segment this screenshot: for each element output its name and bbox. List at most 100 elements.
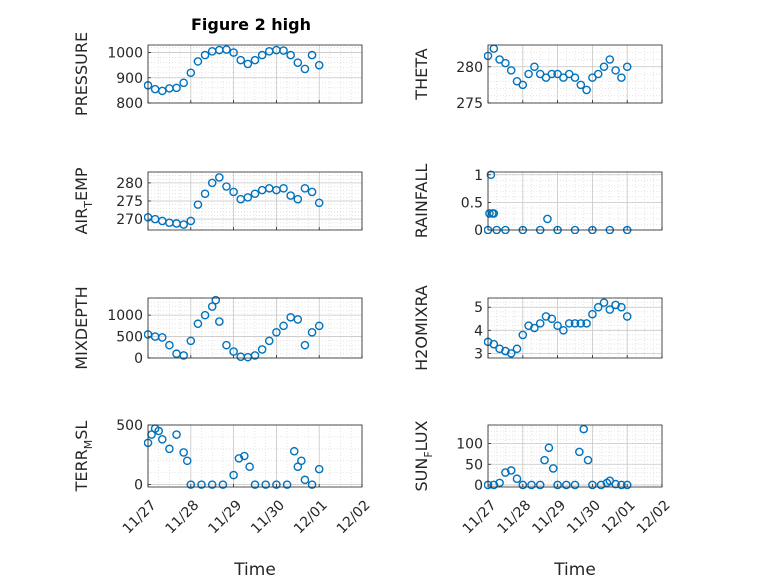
y-tick-label: 0 xyxy=(134,351,143,367)
data-point xyxy=(186,216,196,226)
data-point xyxy=(518,480,528,490)
data-point xyxy=(286,50,295,60)
data-point xyxy=(506,466,516,475)
data-point xyxy=(300,64,310,74)
data-point xyxy=(501,468,510,477)
axes-frame xyxy=(487,171,663,231)
y-tick-label: 500 xyxy=(116,418,143,434)
x-tick-label: 12/02 xyxy=(334,497,374,537)
data-point xyxy=(518,80,528,90)
data-point xyxy=(207,480,217,489)
data-point xyxy=(289,446,299,456)
series-markers xyxy=(144,295,324,362)
series-markers xyxy=(144,45,324,96)
data-point xyxy=(530,323,539,333)
data-point xyxy=(229,347,238,356)
data-point xyxy=(157,333,167,342)
panel-h2omixra: 3 4 5 H2OMIXRA xyxy=(412,285,663,371)
data-point xyxy=(193,57,203,66)
data-point xyxy=(200,310,210,320)
data-point xyxy=(570,480,580,490)
data-point xyxy=(154,426,163,436)
data-point xyxy=(293,194,303,204)
data-point xyxy=(593,69,603,79)
data-point xyxy=(293,315,303,324)
y-axis-label: RAINFALL xyxy=(412,164,431,239)
y-tick-label: 5 xyxy=(474,300,483,316)
y-tick-label: 280 xyxy=(456,60,483,76)
data-point xyxy=(229,470,238,480)
data-point xyxy=(197,480,206,489)
data-point xyxy=(234,454,244,463)
data-point xyxy=(257,345,267,354)
data-point xyxy=(222,182,231,191)
data-point xyxy=(611,66,620,75)
data-point xyxy=(559,326,568,335)
data-point xyxy=(489,209,499,218)
y-axis-label: MIXDEPTH xyxy=(72,286,91,369)
y-axis-label: PRESSURE xyxy=(72,32,91,116)
x-tick-label: 11/30 xyxy=(248,497,288,537)
data-point xyxy=(596,480,606,490)
data-point xyxy=(179,220,188,229)
data-point xyxy=(486,170,496,180)
data-point xyxy=(570,73,580,82)
y-axis-label: H2OMIXRA xyxy=(412,285,431,371)
data-point xyxy=(564,319,574,328)
data-point xyxy=(293,58,303,67)
data-point xyxy=(501,58,510,68)
panel-rainfall: 0 0.5 1 RAINFALL xyxy=(412,164,663,239)
data-point xyxy=(622,480,632,490)
panel-pressure: 800 900 1000 PRESSURE xyxy=(72,32,363,116)
data-point xyxy=(605,55,615,64)
series-markers xyxy=(144,173,324,229)
data-point xyxy=(544,443,554,453)
data-point xyxy=(257,50,267,60)
axes-frame xyxy=(147,44,363,104)
data-point xyxy=(582,85,591,95)
data-point xyxy=(215,317,224,326)
data-point xyxy=(599,62,609,72)
data-point xyxy=(576,319,586,328)
x-axis-label: Time xyxy=(553,560,596,580)
x-tick-label: 12/01 xyxy=(599,497,639,537)
data-point xyxy=(300,340,310,350)
data-point xyxy=(193,319,203,329)
data-point xyxy=(547,69,557,79)
data-point xyxy=(489,480,499,490)
y-tick-label: 100 xyxy=(456,437,483,453)
data-point xyxy=(282,480,292,489)
y-tick-label: 275 xyxy=(116,194,143,210)
y-tick-label: 1000 xyxy=(107,308,143,324)
data-point xyxy=(193,200,203,209)
data-point xyxy=(307,480,317,489)
x-tick-label: 11/30 xyxy=(564,497,604,537)
data-point xyxy=(506,349,516,358)
y-tick-label: 800 xyxy=(116,96,143,112)
y-tick-label: 275 xyxy=(456,96,483,112)
data-point xyxy=(553,321,562,330)
data-point xyxy=(272,327,281,337)
y-tick-label: 280 xyxy=(116,176,143,192)
data-point xyxy=(579,424,589,434)
axes-background xyxy=(148,45,362,103)
data-point xyxy=(570,319,580,328)
y-tick-label: 1000 xyxy=(107,46,143,62)
data-point xyxy=(243,193,253,202)
data-point xyxy=(512,344,522,354)
data-point xyxy=(588,480,597,490)
y-tick-label: 500 xyxy=(116,330,143,346)
x-tick-label: 11/28 xyxy=(163,497,203,537)
axes-frame xyxy=(487,297,663,359)
panel-air_temp: 270 275 280 AIRTEMP xyxy=(72,167,363,235)
data-point xyxy=(179,351,188,360)
data-point xyxy=(314,198,324,208)
data-point xyxy=(179,78,188,88)
y-tick-label: 0 xyxy=(134,478,143,494)
data-point xyxy=(489,339,499,349)
data-point xyxy=(617,302,626,312)
series-markers xyxy=(484,424,632,490)
data-point xyxy=(300,475,310,485)
data-point xyxy=(575,447,584,457)
